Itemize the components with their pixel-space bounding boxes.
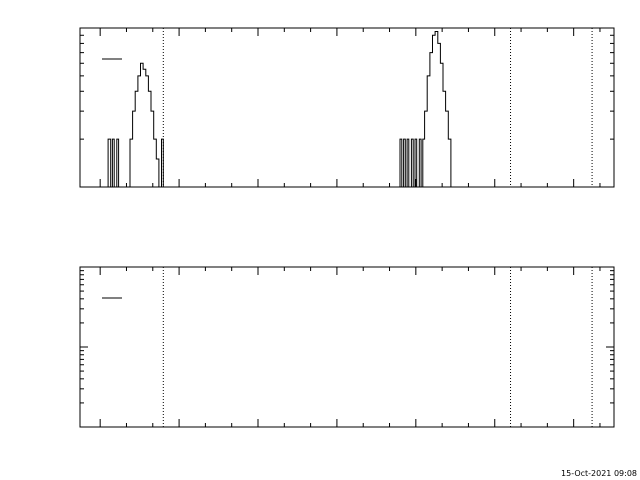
- timestamp: 15-Oct-2021 09:08: [561, 469, 637, 478]
- chart-panel-lo: [79, 27, 615, 188]
- plot-frame: [79, 266, 615, 428]
- chart-panel-hi: [79, 266, 615, 428]
- plot-frame: [79, 27, 615, 188]
- series-line-lo: [106, 31, 452, 188]
